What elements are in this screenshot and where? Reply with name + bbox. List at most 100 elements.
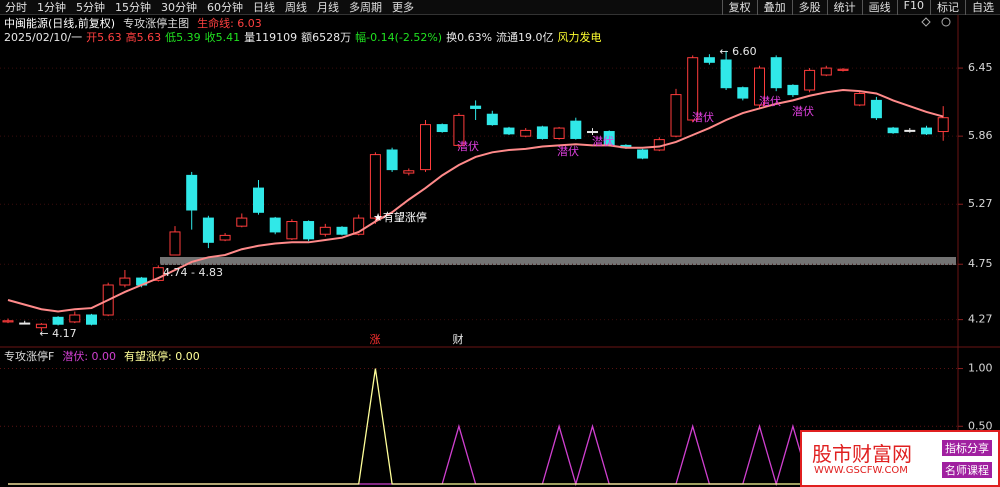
candle-body	[470, 105, 482, 109]
period-tab[interactable]: 月线	[317, 1, 339, 14]
candle-body	[486, 113, 498, 126]
candle-body	[503, 127, 515, 135]
candle-body	[837, 68, 849, 71]
y-tick-label: 5.86	[968, 129, 993, 142]
annotation: 潜伏	[457, 139, 479, 153]
candle-body	[403, 170, 415, 174]
candle-body	[870, 99, 882, 119]
candle-body	[637, 149, 649, 159]
candle-body	[804, 69, 816, 91]
action-button[interactable]: 自选	[965, 0, 1000, 15]
annotation: 潜伏	[592, 134, 614, 148]
annotation: 涨	[370, 333, 381, 346]
candle-body	[186, 174, 198, 211]
quote-item: 幅-0.14(-2.52%)	[355, 31, 443, 44]
annotation: 潜伏	[759, 94, 781, 108]
action-button[interactable]: 画线	[861, 0, 897, 15]
candle-body	[303, 221, 315, 240]
candle-body	[587, 131, 598, 134]
candle-body	[937, 117, 949, 133]
period-tab[interactable]: 多周期	[349, 1, 382, 14]
candle-body	[854, 92, 866, 106]
ma-line	[7, 88, 944, 313]
period-tab[interactable]: 15分钟	[115, 1, 151, 14]
y-tick-label: 4.75	[968, 257, 993, 270]
candle-body	[720, 59, 732, 89]
annotation: 4.74 - 4.83	[163, 266, 223, 279]
action-button[interactable]: 叠加	[756, 0, 792, 15]
period-tab[interactable]: 分时	[5, 1, 27, 14]
quote-item: 高5.63	[125, 31, 162, 44]
candle-body	[420, 124, 431, 171]
legend-entry: 有望涨停: 0.00	[124, 350, 200, 363]
period-tab[interactable]: 30分钟	[161, 1, 197, 14]
period-tab[interactable]: 60分钟	[207, 1, 243, 14]
candle-body	[453, 114, 465, 146]
watermark: 股市财富网 WWW.GSCFW.COM 指标分享 名师课程	[800, 430, 1000, 487]
annotation: ★有望涨停	[373, 210, 427, 224]
y-tick-label: 4.27	[968, 313, 993, 326]
period-tab[interactable]: 更多	[392, 1, 414, 14]
icon-diamond[interactable]	[921, 17, 931, 27]
candle-body	[570, 120, 582, 139]
indicator-title: 专攻涨停F	[4, 350, 55, 363]
action-button[interactable]: 标记	[930, 0, 965, 15]
quote-item: 开5.63	[86, 31, 122, 44]
annotation: 潜伏	[557, 144, 579, 158]
candle-body	[820, 67, 832, 76]
action-button[interactable]: 统计	[826, 0, 862, 15]
quote-item: 换0.63%	[446, 31, 493, 44]
candle-body	[687, 57, 699, 121]
quote-item: 流通19.0亿	[496, 31, 554, 44]
indicator-name: 专攻涨停主图	[123, 17, 190, 30]
candle-body	[35, 323, 47, 329]
quote-item: 量119109	[244, 31, 298, 44]
toolbar: 分时 1分钟 5分钟 15分钟 30分钟 60分钟 日线 周线 月线 多周期 更多 复权 叠加 多股 统计…	[0, 0, 1000, 15]
quote-item: 2025/02/10/一	[4, 31, 83, 44]
action-button[interactable]: 多股	[791, 0, 827, 15]
candle-body	[2, 320, 14, 323]
candle-body	[787, 84, 799, 96]
candle-body	[236, 217, 248, 227]
quote-line: 2025/02/10/一 开5.63 高5.63 低5.39 收5.41 量119109 额…	[4, 30, 602, 44]
candle-body	[737, 87, 749, 99]
y-tick-label: 5.27	[968, 197, 993, 210]
candle-body	[770, 57, 782, 89]
period-tab[interactable]: 日线	[253, 1, 275, 14]
candle-body	[69, 314, 81, 323]
ma-label: 生命线: 6.03	[197, 17, 262, 30]
candle-body	[202, 217, 214, 243]
watermark-name: 股市财富网	[812, 442, 912, 466]
period-tab[interactable]: 5分钟	[76, 1, 105, 14]
quote-item: 收5.41	[204, 31, 241, 44]
action-button[interactable]: F10	[896, 0, 930, 15]
candle-body	[86, 314, 97, 325]
chart-header: 中闽能源(日线,前复权) 专攻涨停主图 生命线: 6.03	[4, 16, 262, 30]
period-tab[interactable]: 周线	[285, 1, 307, 14]
action-button[interactable]: 复权	[721, 0, 757, 15]
candle-body	[19, 322, 31, 325]
annotation: ← 6.60	[719, 45, 756, 58]
quote-item: 额6528万	[301, 31, 352, 44]
annotation: 潜伏	[792, 104, 814, 118]
annotation: ← 4.17	[39, 327, 76, 340]
watermark-url: WWW.GSCFW.COM	[814, 465, 908, 476]
legend-entry: 潜伏: 0.00	[62, 350, 117, 363]
watermark-tag: 指标分享	[942, 440, 992, 456]
period-tabs: 分时 1分钟 5分钟 15分钟 30分钟 60分钟 日线 周线 月线 多周期 更多	[0, 0, 419, 15]
quote-item: 风力发电	[557, 31, 602, 44]
y-tick-label: 1.00	[968, 362, 993, 375]
candle-body	[520, 129, 532, 137]
period-tab[interactable]: 1分钟	[37, 1, 66, 14]
indicator-header: 专攻涨停F 潜伏: 0.00 有望涨停: 0.00	[4, 349, 200, 363]
candle-body	[703, 57, 715, 63]
icon-circle[interactable]	[941, 17, 951, 27]
candle-body	[219, 234, 231, 241]
candle-body	[353, 217, 365, 235]
candle-body	[904, 129, 916, 132]
candle-body	[887, 127, 899, 134]
candle-body	[754, 67, 765, 106]
candle-body	[436, 124, 448, 133]
